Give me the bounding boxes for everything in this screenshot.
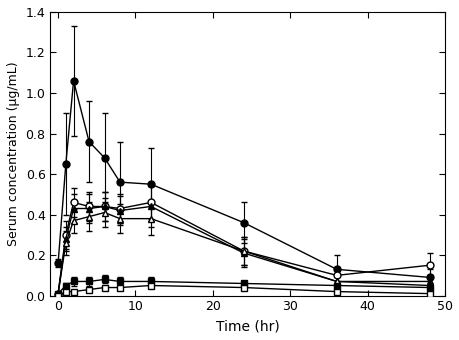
X-axis label: Time (hr): Time (hr) [215,319,279,333]
Y-axis label: Serum concentration (μg/mL): Serum concentration (μg/mL) [7,62,20,246]
